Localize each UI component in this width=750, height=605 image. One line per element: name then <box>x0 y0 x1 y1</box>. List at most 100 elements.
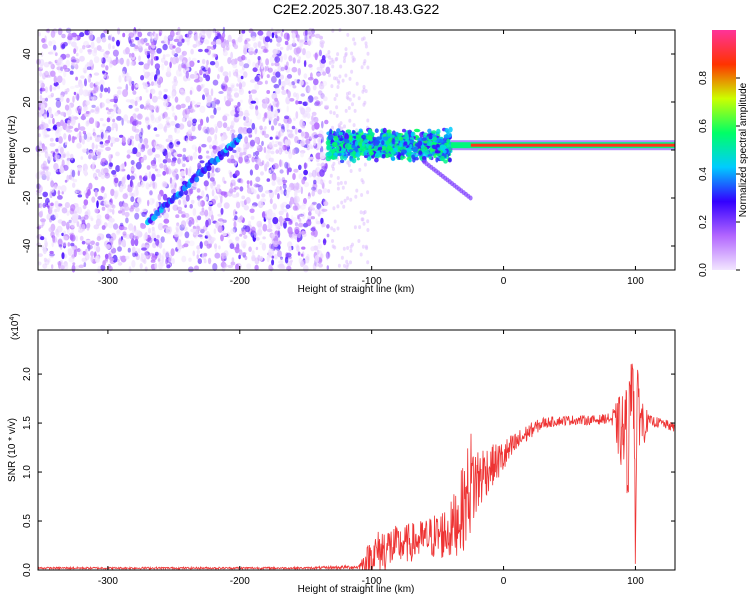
noise-speck <box>158 32 162 37</box>
noise-speck <box>178 29 182 38</box>
noise-speck <box>269 198 273 205</box>
noise-speck <box>303 181 310 188</box>
noise-speck <box>107 35 112 41</box>
noise-speck <box>326 233 330 238</box>
noise-speck <box>62 78 66 86</box>
noise-speck <box>51 40 57 45</box>
noise-speck <box>93 132 97 138</box>
noise-speck <box>296 189 301 193</box>
noise-speck <box>213 107 217 115</box>
noise-speck <box>177 41 183 47</box>
noise-speck <box>60 265 65 270</box>
noise-speck <box>67 32 73 41</box>
noise-speck <box>335 76 339 81</box>
noise-speck <box>88 30 94 35</box>
noise-speck <box>231 84 235 89</box>
noise-speck <box>241 29 246 34</box>
noise-speck <box>248 134 253 138</box>
noise-speck <box>262 116 266 123</box>
noise-speck <box>305 85 311 94</box>
noise-speck <box>163 111 168 119</box>
noise-speck <box>286 252 292 258</box>
noise-speck <box>169 43 174 50</box>
noise-speck <box>286 61 289 67</box>
noise-speck <box>271 140 275 147</box>
noise-speck <box>138 121 142 125</box>
noise-speck <box>246 187 252 194</box>
noise-speck <box>91 142 95 150</box>
noise-speck <box>200 84 204 89</box>
noise-speck <box>322 188 328 194</box>
noise-speck <box>107 135 111 142</box>
noise-speck <box>196 188 201 193</box>
noise-speck <box>182 163 186 168</box>
y-tick-label: 0.0 <box>22 563 33 577</box>
noise-speck <box>70 86 75 89</box>
noise-speck <box>110 188 115 197</box>
noise-speck <box>83 214 89 220</box>
noise-speck <box>266 74 270 79</box>
noise-speck <box>273 118 278 126</box>
noise-speck <box>125 217 129 224</box>
noise-speck <box>246 127 253 134</box>
noise-speck <box>131 83 135 92</box>
noise-speck <box>317 243 323 250</box>
noise-speck <box>311 234 315 240</box>
noise-speck <box>366 228 370 232</box>
noise-speck <box>146 99 151 105</box>
noise-speck <box>48 227 54 233</box>
colorbar-label: Normalized spectral amplitude <box>738 82 749 217</box>
noise-speck <box>317 141 322 149</box>
noise-speck <box>40 236 45 241</box>
noise-speck <box>253 42 258 49</box>
noise-speck <box>275 110 279 117</box>
noise-speck <box>100 185 105 194</box>
noise-speck <box>222 50 228 57</box>
noise-speck <box>67 248 71 252</box>
noise-speck <box>242 65 245 71</box>
noise-speck <box>88 182 93 190</box>
noise-speck <box>71 59 77 63</box>
noise-speck <box>342 246 346 251</box>
noise-speck <box>51 264 54 269</box>
noise-speck <box>284 40 289 46</box>
noise-speck <box>308 211 312 217</box>
noise-speck <box>197 124 202 131</box>
noise-speck <box>200 229 205 234</box>
noise-speck <box>289 196 295 205</box>
band-point <box>340 159 345 164</box>
noise-speck <box>147 199 150 207</box>
noise-speck <box>248 246 252 252</box>
band-point <box>356 134 360 141</box>
noise-speck <box>230 58 237 66</box>
noise-speck <box>88 117 95 124</box>
noise-speck <box>93 47 98 54</box>
noise-speck <box>185 70 189 79</box>
noise-speck <box>61 220 67 227</box>
noise-speck <box>287 90 291 99</box>
noise-speck <box>311 124 315 131</box>
band-point <box>414 134 419 141</box>
noise-speck <box>54 183 57 189</box>
noise-speck <box>328 180 332 184</box>
noise-speck <box>100 144 105 148</box>
noise-speck <box>192 228 199 236</box>
noise-speck <box>292 217 298 223</box>
noise-speck <box>201 207 205 213</box>
snr-background <box>38 330 675 570</box>
noise-speck <box>72 262 76 266</box>
noise-speck <box>313 186 318 193</box>
noise-speck <box>231 39 236 44</box>
noise-speck <box>51 241 54 248</box>
noise-speck <box>202 94 205 101</box>
noise-speck <box>366 260 370 265</box>
y-tick-label: 1.0 <box>22 465 33 479</box>
noise-speck <box>239 215 243 221</box>
noise-speck <box>255 105 259 111</box>
noise-speck <box>331 239 334 243</box>
noise-speck <box>286 105 289 113</box>
noise-speck <box>241 81 246 88</box>
noise-speck <box>83 262 87 268</box>
noise-speck <box>76 93 80 102</box>
noise-speck <box>209 61 216 66</box>
